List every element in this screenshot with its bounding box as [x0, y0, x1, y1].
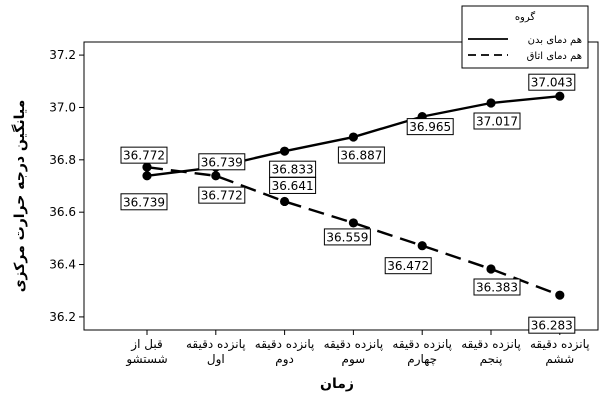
x-tick-label-line: پانزده دقیقه	[530, 337, 590, 352]
x-tick-label: پانزده دقیقه اول	[186, 337, 246, 367]
x-tick-label-line: ششم	[545, 352, 574, 366]
data-label: 36.833	[272, 163, 314, 177]
data-point	[142, 171, 152, 181]
data-point	[555, 290, 565, 300]
x-tick-label-line: اول	[207, 352, 225, 367]
data-label-box	[120, 193, 168, 211]
y-tick-label: 36.6	[49, 205, 76, 219]
legend-box	[461, 5, 589, 69]
data-label: 36.641	[272, 179, 314, 193]
legend-entry: هم دمای بدن	[528, 35, 582, 46]
data-label: 36.965	[409, 120, 451, 134]
data-point	[486, 98, 496, 108]
data-label: 36.283	[531, 319, 573, 333]
data-label-box	[528, 73, 576, 91]
data-label: 37.043	[531, 76, 573, 90]
x-tick-label-line: چهارم	[407, 352, 437, 367]
x-tick-label: پانزده دقیقه پنجم	[461, 337, 521, 366]
plot-frame	[83, 41, 599, 331]
data-point	[348, 218, 358, 228]
data-point	[417, 241, 427, 251]
x-tick-label: پانزده دقیقه سوم	[324, 337, 384, 367]
data-point	[280, 146, 290, 156]
data-point	[142, 162, 152, 172]
y-axis-title: میانگین درجه حرارت مرکزی	[11, 100, 28, 293]
x-tick-label-line: سوم	[342, 352, 366, 367]
data-label: 36.772	[123, 149, 165, 163]
data-point	[211, 171, 221, 181]
data-label-box	[198, 153, 246, 171]
x-tick-label-line: قبل از	[130, 337, 162, 352]
data-label: 36.383	[476, 280, 518, 294]
data-label-box	[384, 257, 432, 275]
data-point	[348, 132, 358, 142]
data-label: 37.017	[476, 115, 518, 129]
data-label-box	[528, 316, 576, 334]
x-tick-label-line: پنجم	[480, 352, 503, 366]
x-tick-label-line: پانزده دقیقه	[186, 337, 246, 352]
axes: 36.2 36.4 36.6 36.8 37.0 37.2 قبل از شستشو پانزد…	[11, 41, 599, 392]
x-tick-label-line: پانزده دقیقه	[255, 337, 315, 352]
legend-entry: هم دمای اتاق	[527, 51, 582, 62]
x-tick-label: پانزده دقیقه چهارم	[392, 337, 452, 367]
y-tick-label: 36.8	[49, 153, 76, 167]
data-point	[486, 264, 496, 274]
data-label-box	[120, 146, 168, 164]
x-tick-label: قبل از شستشو	[125, 337, 167, 367]
data-label: 36.739	[201, 155, 243, 169]
x-tick-label: پانزده دقیقه ششم	[530, 337, 590, 366]
data-label: 36.472	[387, 259, 429, 273]
x-tick-label-line: پانزده دقیقه	[461, 337, 521, 352]
y-tick-label: 36.4	[49, 258, 76, 272]
x-axis-title: زمان	[320, 376, 354, 392]
data-label: 36.739	[123, 195, 165, 209]
data-label-box	[473, 112, 521, 130]
data-label: 36.772	[201, 189, 243, 203]
data-label: 36.887	[340, 149, 382, 163]
data-labels: 36.739 36.772 36.833 36.887 36.965 37.017 37.0…	[120, 73, 576, 334]
x-tick-label: پانزده دقیقه دوم	[255, 337, 315, 367]
y-tick-label: 37.2	[49, 48, 76, 62]
data-label-box	[406, 118, 454, 136]
data-label-box	[198, 186, 246, 204]
data-label-box	[323, 228, 371, 246]
y-tick-label: 36.2	[49, 310, 76, 324]
data-label-box	[269, 176, 317, 194]
data-label-box	[337, 146, 385, 164]
x-tick-label-line: پانزده دقیقه	[324, 337, 384, 352]
x-tick-label-line: شستشو	[125, 352, 167, 367]
data-label-box	[473, 278, 521, 296]
data-label: 36.559	[326, 230, 368, 244]
legend-title: گروه	[515, 11, 536, 23]
data-point	[280, 196, 290, 207]
y-tick-label: 37.0	[49, 100, 76, 114]
legend: گروه هم دمای بدن هم دمای اتاق	[461, 5, 589, 69]
x-tick-label-line: پانزده دقیقه	[392, 337, 452, 352]
x-tick-label-line: دوم	[275, 352, 294, 367]
data-point	[555, 91, 565, 101]
